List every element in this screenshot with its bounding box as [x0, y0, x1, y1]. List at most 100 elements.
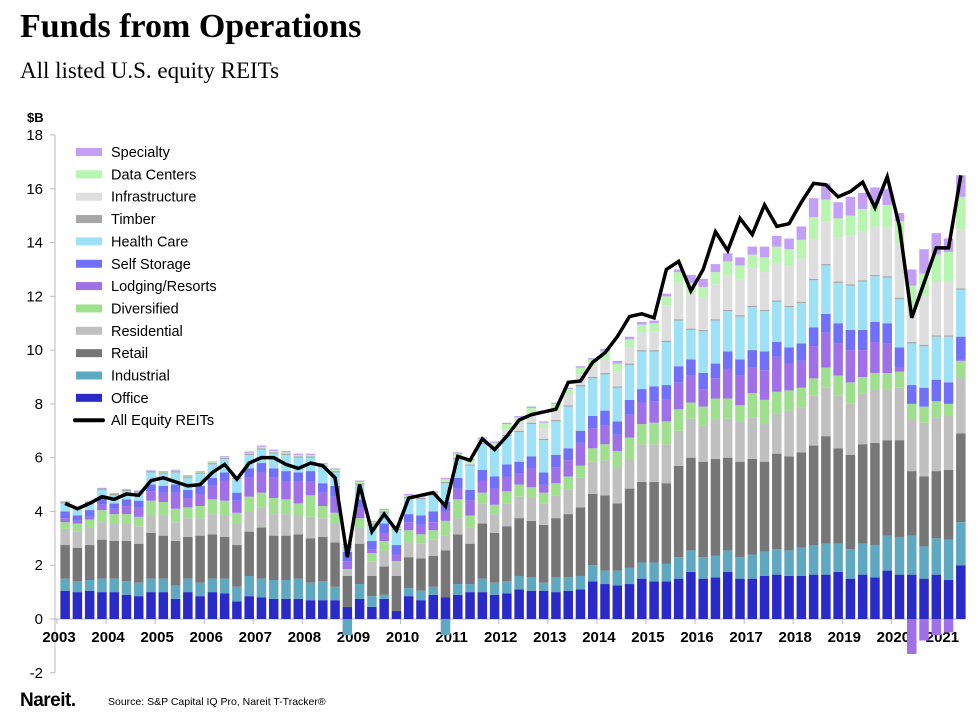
- x-tick-label: 2019: [828, 629, 861, 646]
- bar-stack: [502, 422, 512, 619]
- bar-segment-retail: [502, 526, 512, 582]
- bar-segment-office: [722, 571, 733, 619]
- bar-segment-diversified: [698, 406, 708, 426]
- bar-segment-residential: [293, 515, 304, 535]
- bar-segment-residential: [587, 461, 598, 494]
- bar-segment-residential: [735, 421, 745, 462]
- bar-segment-data-centers: [563, 389, 573, 395]
- bar-segment-diversified: [784, 390, 794, 411]
- bar-segment-diversified: [857, 377, 868, 394]
- bar-segment-self-storage: [134, 500, 144, 508]
- bar-segment-lodging-resorts: [453, 488, 463, 500]
- bar-segment-residential: [232, 523, 242, 546]
- bar-stack: [747, 246, 758, 619]
- bar-segment-office: [60, 590, 70, 619]
- bar-segment-office: [502, 593, 512, 619]
- bar-segment-data-centers: [833, 218, 843, 238]
- bar-segment-infrastructure: [956, 229, 966, 289]
- bar-segment-health-care: [686, 329, 696, 360]
- bar-stack: [821, 183, 831, 619]
- bar-segment-self-storage: [857, 329, 868, 351]
- bar-segment-specialty: [268, 449, 279, 451]
- bar-segment-residential: [870, 389, 880, 443]
- bar-segment-specialty: [158, 471, 169, 472]
- bar-segment-diversified: [318, 506, 328, 519]
- bar-segment-health-care: [882, 277, 892, 324]
- bar-segment-retail: [318, 536, 328, 582]
- bar-segment-office: [232, 601, 242, 619]
- bar-segment-data-centers: [784, 249, 794, 266]
- bar-segment-specialty: [526, 406, 537, 408]
- bar-segment-lodging-resorts: [489, 488, 500, 505]
- bar-segment-industrial: [514, 575, 524, 590]
- bar-segment-timber: [244, 453, 254, 455]
- bar-segment-infrastructure: [587, 366, 598, 377]
- bar-segment-data-centers: [673, 272, 684, 283]
- bar-segment-residential: [575, 477, 586, 508]
- bar-segment-retail: [428, 555, 438, 587]
- bar-segment-timber: [796, 301, 807, 304]
- bar-segment-specialty: [747, 246, 758, 255]
- bar-segment-self-storage: [109, 503, 119, 509]
- bar-segment-diversified: [845, 382, 856, 404]
- bar-segment-industrial: [845, 549, 856, 579]
- bar-segment-lodging-resorts: [772, 356, 782, 392]
- bar-segment-industrial: [183, 578, 193, 593]
- bar-segment-specialty: [293, 453, 304, 455]
- x-tick-label: 2012: [484, 629, 517, 646]
- bar-stack: [710, 264, 721, 619]
- bar-segment-office: [600, 584, 610, 619]
- bar-segment-retail: [637, 481, 647, 563]
- bar-segment-health-care: [268, 453, 279, 469]
- bar-segment-diversified: [219, 500, 230, 516]
- bar-segment-health-care: [919, 346, 929, 388]
- bar-segment-timber: [97, 488, 107, 490]
- bar-stack: [600, 348, 610, 619]
- bar-segment-timber: [698, 329, 708, 332]
- bar-segment-specialty: [821, 183, 831, 200]
- bar-segment-lodging-resorts: [256, 472, 267, 493]
- bar-segment-office: [354, 598, 365, 619]
- bar-segment-lodging-resorts: [870, 342, 880, 373]
- bar-segment-residential: [759, 424, 770, 462]
- bar-segment-industrial: [919, 546, 929, 579]
- bar-segment-timber: [612, 386, 623, 388]
- bar-segment-data-centers: [305, 454, 316, 457]
- bar-segment-lodging-resorts: [882, 343, 892, 373]
- bar-segment-specialty: [759, 246, 770, 258]
- bar-segment-timber: [943, 335, 954, 337]
- bar-segment-industrial: [956, 522, 966, 566]
- bar-segment-infrastructure: [870, 226, 880, 275]
- bar-segment-industrial: [502, 581, 512, 594]
- x-tick-label: 2009: [337, 629, 370, 646]
- bar-segment-diversified: [894, 371, 905, 388]
- bar-segment-specialty: [722, 253, 733, 262]
- bar-segment-timber: [956, 288, 966, 290]
- bar-stack: [575, 366, 586, 619]
- bar-segment-health-care: [845, 285, 856, 330]
- bar-segment-self-storage: [367, 541, 377, 550]
- bar-segment-health-care: [391, 530, 402, 546]
- bar-segment-specialty: [256, 445, 267, 447]
- bar-segment-industrial: [796, 547, 807, 576]
- bar-segment-data-centers: [403, 495, 414, 497]
- y-axis-unit: $B: [27, 110, 44, 125]
- y-tick-label: 0: [35, 611, 43, 628]
- bar-stack: [931, 233, 942, 636]
- bar-stack: [183, 475, 193, 619]
- bar-segment-industrial: [453, 584, 463, 595]
- bar-segment-timber: [857, 280, 868, 282]
- bar-segment-office: [919, 578, 929, 619]
- legend-swatch: [76, 215, 102, 224]
- bar-segment-timber: [821, 264, 831, 266]
- bar-segment-residential: [318, 518, 328, 537]
- bar-segment-lodging-resorts: [391, 554, 402, 562]
- bar-segment-office: [453, 594, 463, 619]
- bar-segment-data-centers: [244, 452, 254, 454]
- bar-segment-specialty: [367, 520, 377, 523]
- legend-label: Timber: [111, 212, 156, 228]
- bar-segment-timber: [747, 305, 758, 308]
- bar-stack: [563, 387, 573, 619]
- all-equity-reits-line: [64, 170, 963, 558]
- bar-stack: [97, 487, 107, 619]
